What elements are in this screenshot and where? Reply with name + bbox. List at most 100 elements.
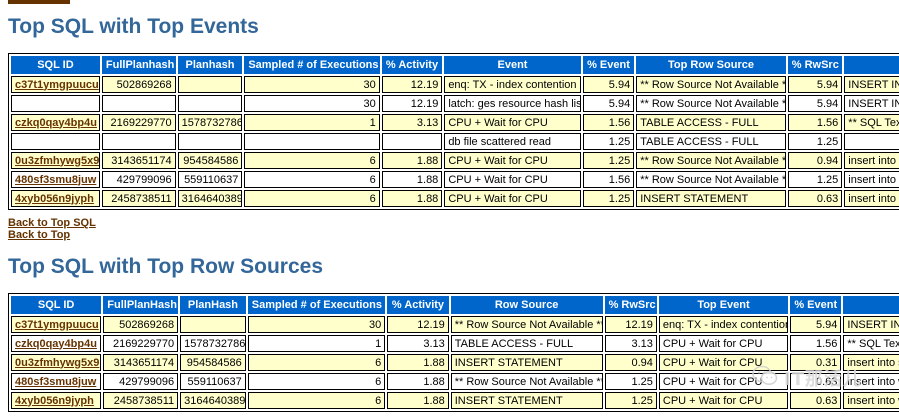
table-cell: 2169229770 xyxy=(101,114,176,131)
table-row: 480sf3smu8juw 429799096 559110637 6 1.88… xyxy=(11,373,899,390)
table-cell: ** Row Source Not Available ** xyxy=(450,373,603,390)
table-cell: CPU + Wait for CPU xyxy=(658,335,789,352)
col-header: % RwSrc xyxy=(787,56,843,74)
table-cell xyxy=(180,316,246,333)
table-cell: ** SQL Text xyxy=(843,335,899,352)
sql-id-cell: c37t1ymgpuucu xyxy=(11,316,102,333)
header-row: SQL ID FullPlanHash PlanHash Sampled # o… xyxy=(11,296,899,314)
table-cell: 12.19 xyxy=(387,316,449,333)
table-cell: TABLE ACCESS - FULL xyxy=(450,335,603,352)
table-cell: 2169229770 xyxy=(103,335,179,352)
sql-id-link[interactable]: czkq0qay4bp4u xyxy=(15,337,97,350)
col-header: SQL ID xyxy=(11,296,102,314)
section-title-top-events: Top SQL with Top Events xyxy=(8,15,259,38)
table-cell: 6 xyxy=(244,190,380,207)
table-cell: TABLE ACCESS - FULL xyxy=(636,114,786,131)
table-cell: 5.94 xyxy=(787,76,843,93)
table-cell: 1.25 xyxy=(604,392,657,409)
table-row: 30 12.19 latch: ges resource hash list 5… xyxy=(11,95,899,112)
sql-id-link[interactable]: 480sf3smu8juw xyxy=(15,375,97,388)
table-cell xyxy=(177,95,243,112)
table-cell: 1.88 xyxy=(381,171,443,188)
table-cell xyxy=(381,133,443,150)
table-row: czkq0qay4bp4u 2169229770 1578732786 1 3.… xyxy=(11,114,899,131)
sql-id-link[interactable]: 0u3zfmhywg5x9 xyxy=(15,356,100,369)
watermark: IT那活儿 xyxy=(752,364,892,392)
table-cell: 0.63 xyxy=(790,392,842,409)
sql-id-link[interactable]: c37t1ymgpuucu xyxy=(15,78,99,91)
table-cell: 30 xyxy=(244,95,380,112)
col-header: Sampled # of Executions xyxy=(244,56,380,74)
table-cell xyxy=(844,133,899,150)
sql-id-link[interactable]: 0u3zfmhywg5x9 xyxy=(15,154,100,167)
table-cell: 6 xyxy=(247,373,386,390)
sql-id-link[interactable]: 4xyb056n9jyph xyxy=(15,192,94,205)
table-cell: 1.56 xyxy=(582,171,635,188)
table-cell: 3.13 xyxy=(387,335,449,352)
col-header: % Activity xyxy=(387,296,449,314)
table-cell: 1.88 xyxy=(381,190,443,207)
table-cell: 3.13 xyxy=(604,335,657,352)
sql-id-link[interactable]: c37t1ymgpuucu xyxy=(15,318,99,331)
table-cell: enq: TX - index contention xyxy=(658,316,789,333)
watermark-text: IT那活儿 xyxy=(784,369,862,390)
top-sql-row-sources-table: SQL ID FullPlanHash PlanHash Sampled # o… xyxy=(8,293,899,412)
table-cell: 0.63 xyxy=(787,190,843,207)
table-cell: 5.94 xyxy=(582,95,635,112)
sql-id-cell: czkq0qay4bp4u xyxy=(11,114,100,131)
table-cell: CPU + Wait for CPU xyxy=(444,152,581,169)
table-cell: ** Row Source Not Available ** xyxy=(636,171,786,188)
table-cell: INSERT INTO xyxy=(844,76,899,93)
table-cell: 502869268 xyxy=(103,316,179,333)
table-cell: 2458738511 xyxy=(101,190,176,207)
sql-id-cell: 480sf3smu8juw xyxy=(11,171,100,188)
table-cell: 12.19 xyxy=(381,95,443,112)
sql-id-cell: 0u3zfmhywg5x9 xyxy=(11,354,102,371)
table-cell: ** SQL Text xyxy=(844,114,899,131)
table-cell: 1.56 xyxy=(787,114,843,131)
sql-id-link[interactable]: czkq0qay4bp4u xyxy=(15,116,97,129)
table-cell: CPU + Wait for CPU xyxy=(444,190,581,207)
table-cell: 3164640389 xyxy=(177,190,243,207)
sql-id-link[interactable]: 480sf3smu8juw xyxy=(15,173,97,186)
table-row: 0u3zfmhywg5x9 3143651174 954584586 6 1.8… xyxy=(11,354,899,371)
table-cell: 30 xyxy=(244,76,380,93)
table-cell: 6 xyxy=(247,392,386,409)
table-cell xyxy=(101,133,176,150)
col-header: FullPlanhash xyxy=(101,56,176,74)
table-cell: 1.88 xyxy=(387,354,449,371)
sql-id-cell: 4xyb056n9jyph xyxy=(11,392,102,409)
table-cell xyxy=(101,95,176,112)
table-cell: 0.94 xyxy=(604,354,657,371)
sql-id-link[interactable]: 4xyb056n9jyph xyxy=(15,394,94,407)
col-header: SQL ID xyxy=(11,56,100,74)
table-cell: 3.13 xyxy=(381,114,443,131)
table-cell: 3164640389 xyxy=(180,392,246,409)
table-cell: 954584586 xyxy=(177,152,243,169)
col-header: PlanHash xyxy=(180,296,246,314)
header-row: SQL ID FullPlanhash Planhash Sampled # o… xyxy=(11,56,899,74)
table-cell: 3143651174 xyxy=(101,152,176,169)
table-cell: 1.56 xyxy=(790,335,842,352)
table-cell: 2458738511 xyxy=(103,392,179,409)
table-row: 4xyb056n9jyph 2458738511 3164640389 6 1.… xyxy=(11,190,899,207)
sql-id-cell: 0u3zfmhywg5x9 xyxy=(11,152,100,169)
col-header: FullPlanHash xyxy=(103,296,179,314)
table-cell: ** Row Source Not Available ** xyxy=(636,152,786,169)
table-row: 4xyb056n9jyph 2458738511 3164640389 6 1.… xyxy=(11,392,899,409)
col-header: Planhash xyxy=(177,56,243,74)
table-cell: db file scattered read xyxy=(444,133,581,150)
table-cell: INSERT INTO xyxy=(843,316,899,333)
table-cell: 0.94 xyxy=(787,152,843,169)
table-cell: 1.25 xyxy=(582,133,635,150)
table-cell: ** Row Source Not Available ** xyxy=(636,95,786,112)
table-cell: 954584586 xyxy=(180,354,246,371)
section-title-top-row-sources: Top SQL with Top Row Sources xyxy=(8,255,323,278)
table-cell: insert into ws xyxy=(844,171,899,188)
table-cell: insert into ws xyxy=(843,392,899,409)
back-to-top-sql-link[interactable]: Back to Top SQL xyxy=(8,217,96,229)
table-cell: CPU + Wait for CPU xyxy=(658,392,789,409)
back-to-top-link[interactable]: Back to Top xyxy=(8,229,71,241)
table-cell: 12.19 xyxy=(604,316,657,333)
table-cell: enq: TX - index contention xyxy=(444,76,581,93)
